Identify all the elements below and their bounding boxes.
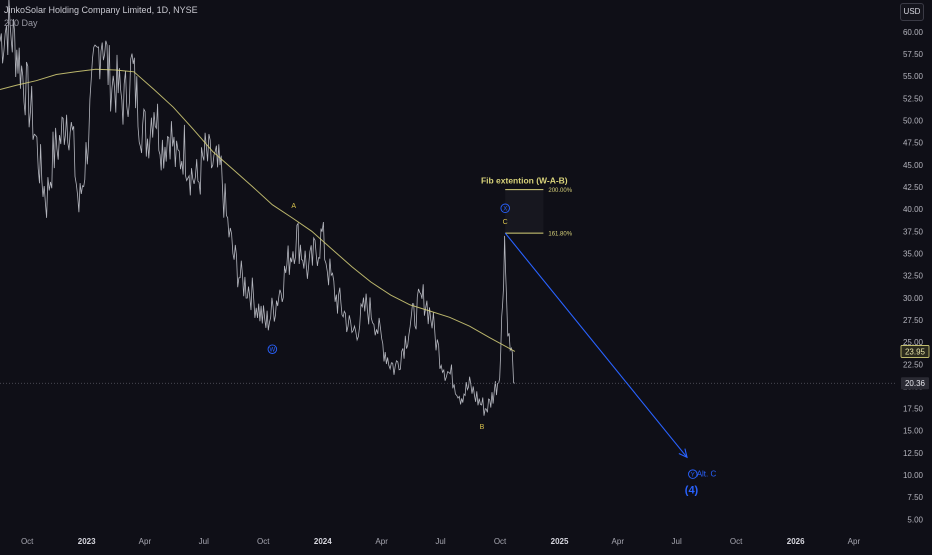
wave-label-w-circle: [267, 344, 278, 354]
y-axis: 5.007.5010.0012.5015.0017.5020.0022.5025…: [896, 0, 932, 550]
wave-annotations: W A B X C Y Alt. C (4): [267, 203, 717, 497]
arrow-head: [678, 448, 688, 459]
ma-price-tag: [900, 345, 930, 358]
y-tick-label: 25.00: [903, 338, 924, 347]
y-tick-label: 32.50: [903, 272, 924, 281]
ma-line: [0, 68, 516, 352]
chart-title: JinkoSolar Holding Company Limited, 1D, …: [4, 5, 198, 15]
y-tick-label: 45.00: [903, 161, 924, 170]
wave-label-y-circle: [688, 469, 698, 479]
x-tick-label: Oct: [494, 537, 507, 546]
ma-price-label: 23.95: [905, 347, 926, 356]
projection-arrow: [504, 232, 688, 459]
x-tick-label: Jul: [435, 537, 445, 546]
current-price-label: 20.36: [905, 379, 926, 388]
y-tick-label: 27.50: [903, 316, 924, 325]
x-tick-label: Apr: [139, 537, 152, 546]
wave-label-x: X: [503, 206, 507, 212]
fib-level-label: 161.80%: [548, 232, 572, 238]
x-axis: Oct 2023 Apr Jul Oct 2024 Apr Jul Oct 2025 Apr Jul O…: [0, 532, 896, 550]
y-tick-label: 55.00: [903, 72, 924, 81]
y-tick-label: 15.00: [903, 427, 924, 436]
y-tick-label: 52.50: [903, 94, 924, 103]
y-tick-label: 37.50: [903, 227, 924, 236]
x-tick-label: 2025: [551, 537, 569, 546]
y-tick-label: 35.00: [903, 249, 924, 258]
y-tick-label: 47.50: [903, 139, 924, 148]
y-tick-label: 17.50: [903, 405, 924, 414]
y-tick-label: 40.00: [903, 205, 924, 214]
wave-label-c: C: [503, 219, 508, 226]
y-axis-bg: [896, 0, 932, 550]
wave-label-y: Y: [691, 472, 695, 478]
x-tick-label: Oct: [730, 537, 743, 546]
wave-label-alt-c: Alt. C: [697, 470, 717, 479]
y-tick-label: 57.50: [903, 50, 924, 59]
wave-label-a: A: [291, 203, 296, 210]
chart-header: JinkoSolar Holding Company Limited, 1D, …: [4, 4, 198, 30]
x-tick-label: Apr: [375, 537, 388, 546]
ma-series: [0, 68, 516, 352]
x-tick-label: Jul: [672, 537, 682, 546]
x-tick-label: Oct: [257, 537, 270, 546]
x-tick-label: Apr: [848, 537, 861, 546]
y-tick-label: 50.00: [903, 117, 924, 126]
y-tick-label: 30.00: [903, 294, 924, 303]
x-tick-label: Oct: [21, 537, 34, 546]
x-tick-label: 2024: [314, 537, 332, 546]
x-tick-label: 2026: [787, 537, 805, 546]
x-tick-label: Apr: [612, 537, 625, 546]
fib-level-label: 200.00%: [548, 188, 572, 194]
current-price-tag: [901, 377, 929, 390]
y-tick-label: 7.50: [907, 493, 923, 502]
arrow-shaft: [504, 232, 688, 458]
x-tick-label: 2023: [78, 537, 96, 546]
fib-extension: 200.00% 161.80% Fib extention (W-A-B): [481, 176, 573, 238]
x-axis-bg: [0, 532, 896, 550]
wave-label-4: (4): [685, 485, 699, 497]
wave-label-x-circle: [500, 203, 510, 214]
y-tick-label: 10.00: [903, 471, 924, 480]
fib-zone: [505, 190, 543, 233]
y-tick-label: 22.50: [903, 360, 924, 369]
x-tick-label: Jul: [199, 537, 209, 546]
price-line: [0, 0, 516, 416]
y-tick-label: 5.00: [907, 515, 923, 524]
wave-label-b: B: [480, 424, 485, 431]
fib-title: Fib extention (W-A-B): [481, 176, 568, 186]
y-tick-label: 42.50: [903, 183, 924, 192]
currency-button[interactable]: USD: [900, 3, 924, 21]
price-series: [0, 0, 896, 416]
y-tick-label: 60.00: [903, 28, 924, 37]
indicator-legend: 200 Day: [4, 18, 38, 28]
wave-label-w: W: [270, 347, 276, 353]
y-tick-label: 12.50: [903, 449, 924, 458]
